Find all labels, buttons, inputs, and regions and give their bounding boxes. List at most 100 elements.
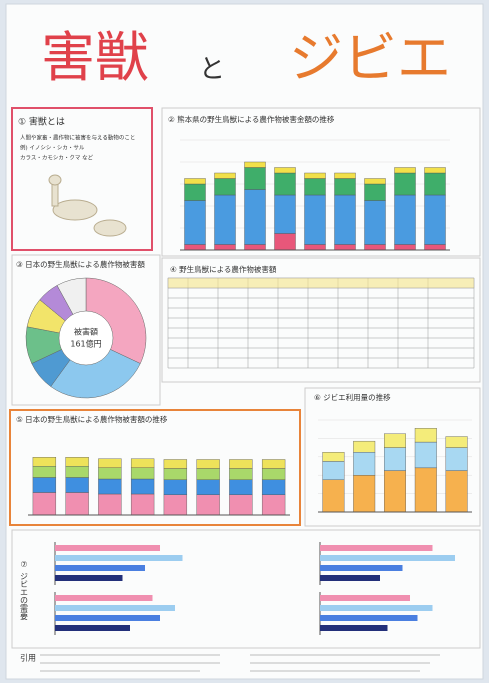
bar-segment: [131, 468, 154, 479]
bar-segment: [66, 493, 89, 516]
bar-segment: [229, 460, 252, 469]
bar-segment: [425, 168, 446, 174]
bar: [55, 605, 175, 611]
bar-segment: [98, 468, 121, 479]
bar-segment: [353, 441, 375, 452]
bar-segment: [262, 469, 285, 480]
chart-title: ⑥ ジビエ利用量の推移: [314, 392, 391, 402]
bar-segment: [215, 245, 236, 251]
bar-segment: [446, 437, 468, 448]
pie-hole: [59, 311, 113, 365]
bar-segment: [197, 480, 220, 495]
bar-segment: [305, 195, 326, 245]
bar: [55, 555, 183, 561]
bar-segment: [245, 168, 266, 190]
bar-segment: [305, 179, 326, 196]
bar-segment: [275, 234, 296, 251]
bar: [55, 545, 160, 551]
pie-center-label: 被害額: [74, 327, 98, 337]
bar: [320, 605, 433, 611]
bar-segment: [164, 469, 187, 480]
bar-segment: [185, 201, 206, 245]
bar-segment: [305, 173, 326, 179]
chart-title: ② 熊本県の野生鳥獣による農作物被害金額の推移: [168, 114, 335, 124]
bar-segment: [425, 173, 446, 195]
bar-segment: [245, 162, 266, 168]
bar-segment: [131, 479, 154, 494]
bar-segment: [425, 245, 446, 251]
bar-segment: [353, 475, 375, 512]
bar-segment: [384, 434, 406, 448]
bar-segment: [197, 460, 220, 469]
bar-segment: [275, 195, 296, 234]
bar-segment: [275, 168, 296, 174]
pie-center-label: 161億円: [70, 339, 101, 349]
bar: [320, 595, 410, 601]
bar-segment: [335, 195, 356, 245]
bar-segment: [335, 245, 356, 251]
poster: 害獣 と ジビエ ① 害獣とは 人間や家畜・農作物に被害を与える動物のこと 例)…: [0, 0, 489, 683]
bar-segment: [66, 478, 89, 493]
bar-segment: [33, 493, 56, 516]
bar-segment: [245, 245, 266, 251]
bar-segment: [415, 468, 437, 512]
bar-segment: [185, 184, 206, 201]
bar-segment: [164, 495, 187, 515]
bar-segment: [262, 460, 285, 469]
bar-segment: [365, 179, 386, 185]
bar: [320, 575, 380, 581]
bar-segment: [98, 479, 121, 494]
bar-segment: [323, 480, 345, 512]
bar-segment: [365, 245, 386, 251]
bar-segment: [164, 460, 187, 469]
bar: [55, 575, 123, 581]
bar-segment: [425, 195, 446, 245]
bar-segment: [197, 469, 220, 480]
bar: [55, 595, 153, 601]
bar-segment: [395, 195, 416, 245]
bar-segment: [245, 190, 266, 245]
bar-segment: [98, 459, 121, 468]
chart-title: ③ 日本の野生鳥獣による農作物被害額: [16, 259, 145, 269]
bar-segment: [229, 469, 252, 480]
bar-segment: [395, 173, 416, 195]
bar: [55, 565, 145, 571]
bar-segment: [197, 495, 220, 515]
bar-segment: [164, 480, 187, 495]
title-katakana: ジビエ: [289, 27, 451, 90]
bar: [320, 565, 403, 571]
bar-segment: [33, 478, 56, 493]
bar-segment: [275, 173, 296, 195]
bar-segment: [395, 245, 416, 251]
bar-segment: [305, 245, 326, 251]
title-kanji: 害獣: [41, 26, 149, 89]
intro-line: カラス・カモシカ・クマ など: [20, 154, 94, 162]
intro-heading: ① 害獣とは: [18, 116, 65, 128]
table-header: [168, 278, 474, 288]
title-particle: と: [199, 55, 225, 85]
bar-segment: [215, 195, 236, 245]
bar-segment: [262, 495, 285, 515]
bar-segment: [131, 459, 154, 468]
bar-segment: [131, 494, 154, 515]
bar-segment: [215, 173, 236, 179]
bar: [55, 625, 130, 631]
bar-segment: [446, 448, 468, 471]
bar: [320, 615, 418, 621]
bar-segment: [353, 452, 375, 475]
bar-segment: [215, 179, 236, 196]
bar-segment: [33, 457, 56, 466]
bar-segment: [33, 466, 56, 477]
bar-segment: [335, 173, 356, 179]
bar-segment: [384, 448, 406, 471]
chart-title: ⑦ ジビエの需要: [20, 560, 29, 621]
bar-segment: [365, 201, 386, 245]
intro-line: 人間や家畜・農作物に被害を与える動物のこと: [20, 134, 135, 142]
bar-segment: [98, 494, 121, 515]
bar-segment: [229, 480, 252, 495]
bar-segment: [185, 179, 206, 185]
bar-segment: [365, 184, 386, 201]
bar-segment: [384, 471, 406, 512]
bar-segment: [185, 245, 206, 251]
chart-title: ⑤ 日本の野生鳥獣による農作物被害額の推移: [16, 414, 168, 424]
